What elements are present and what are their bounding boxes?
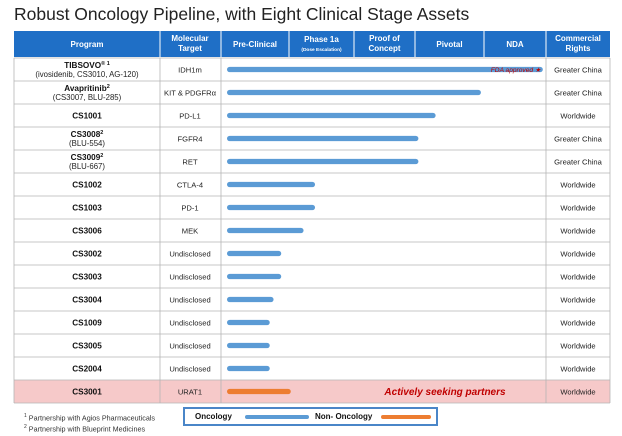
rights-cell: Worldwide (560, 250, 595, 259)
footnote-2-text: Partnership with Blueprint Medicines (28, 424, 146, 434)
program-name: CS1003 (72, 204, 102, 213)
header-stage-sublabel: (Dose Escalation) (301, 47, 342, 53)
program-name: CS3004 (72, 296, 102, 305)
progress-bar (227, 181, 316, 188)
progress-bar (227, 204, 316, 211)
program-superscript: 2 (100, 153, 103, 159)
program-superscript: 2 (100, 130, 103, 136)
rights-cell: Greater China (554, 66, 602, 75)
rights-cell: Worldwide (560, 388, 595, 397)
rights-cell: Worldwide (560, 273, 595, 282)
program-name: CS1002 (72, 181, 102, 190)
legend-non-oncology-swatch (381, 415, 431, 419)
progress-bar (227, 388, 291, 395)
target-cell: FGFR4 (178, 135, 203, 144)
program-superscript: ® 1 (101, 60, 110, 67)
rights-cell: Greater China (554, 135, 602, 144)
header-stage-label: Pre-Clinical (233, 40, 277, 49)
footnote-1: 1 Partnership with Agios Pharmaceuticals (24, 413, 155, 422)
legend-oncology-label: Oncology (195, 412, 232, 421)
program-name: CS3003 (72, 273, 102, 282)
header-rights-line1: Commercial (555, 34, 601, 43)
highlight-row-bg (14, 380, 610, 403)
target-cell: PD-1 (181, 204, 198, 213)
legend: Oncology Non- Oncology (183, 407, 438, 426)
progress-bar (227, 250, 282, 257)
program-name: CS3005 (72, 342, 102, 351)
program-subtitle: (BLU-667) (69, 162, 105, 171)
rights-cell: Greater China (554, 158, 602, 167)
partners-note: Actively seeking partners (383, 387, 506, 398)
target-cell: KIT & PDGFRα (164, 89, 217, 98)
target-cell: Undisclosed (169, 342, 210, 351)
header-band (14, 31, 610, 57)
program-name: Avapritinib2 (64, 84, 110, 93)
rights-cell: Greater China (554, 89, 602, 98)
program-name: CS3002 (72, 250, 102, 259)
program-name: CS1001 (72, 112, 102, 121)
target-cell: Undisclosed (169, 365, 210, 374)
program-subtitle: (ivosidenib, CS3010, AG-120) (35, 70, 139, 79)
target-cell: Undisclosed (169, 273, 210, 282)
program-subtitle: (BLU-554) (69, 139, 105, 148)
header-program: Program (71, 40, 104, 49)
rights-cell: Worldwide (560, 227, 595, 236)
progress-bar (227, 342, 270, 349)
progress-bar (227, 227, 304, 234)
target-cell: Undisclosed (169, 296, 210, 305)
program-subtitle: (CS3007, BLU-285) (53, 93, 122, 102)
footnote-1-number: 1 (24, 413, 27, 419)
header-rights-line2: Rights (566, 44, 591, 53)
target-cell: IDH1m (178, 66, 202, 75)
page-title: Robust Oncology Pipeline, with Eight Cli… (14, 4, 470, 24)
target-cell: MEK (182, 227, 198, 236)
footnote-1-text: Partnership with Agios Pharmaceuticals (28, 413, 156, 423)
progress-bar (227, 66, 543, 73)
progress-bar (227, 273, 282, 280)
target-cell: CTLA-4 (177, 181, 203, 190)
program-name: CS2004 (72, 365, 102, 374)
program-name: CS3001 (72, 388, 102, 397)
progress-bar (227, 112, 436, 119)
program-name: CS30092 (71, 153, 104, 162)
rights-cell: Worldwide (560, 204, 595, 213)
target-cell: RET (182, 158, 198, 167)
progress-bar (227, 296, 274, 303)
rights-cell: Worldwide (560, 365, 595, 374)
rights-cell: Worldwide (560, 342, 595, 351)
legend-non-oncology-label: Non- Oncology (315, 412, 373, 421)
program-name: CS3006 (72, 227, 102, 236)
header-stage-label: Proof of (369, 34, 400, 43)
header-stage-label2: Concept (369, 44, 401, 53)
progress-bar (227, 319, 270, 326)
program-name: TIBSOVO® 1 (64, 60, 110, 70)
program-name: CS1009 (72, 319, 102, 328)
progress-bar (227, 135, 419, 142)
target-cell: Undisclosed (169, 250, 210, 259)
fda-approved-note: FDA approved ★ (491, 67, 542, 74)
header-target-line1: Molecular (171, 34, 208, 43)
program-name: CS30082 (71, 130, 104, 139)
progress-bar (227, 365, 270, 372)
header-stage-label: NDA (506, 40, 524, 49)
rights-cell: Worldwide (560, 112, 595, 121)
progress-bar (227, 158, 419, 165)
target-cell: Undisclosed (169, 319, 210, 328)
target-cell: PD-L1 (179, 112, 201, 121)
header-stage-label: Phase 1a (304, 35, 339, 44)
rights-cell: Worldwide (560, 319, 595, 328)
footnote-2: 2 Partnership with Blueprint Medicines (24, 424, 145, 433)
target-cell: URAT1 (178, 388, 202, 397)
program-superscript: 2 (107, 84, 110, 90)
progress-bar (227, 89, 481, 96)
legend-oncology-swatch (245, 415, 309, 419)
header-target-line2: Target (178, 44, 202, 53)
rights-cell: Worldwide (560, 296, 595, 305)
rights-cell: Worldwide (560, 181, 595, 190)
header-stage-label: Pivotal (436, 40, 462, 49)
footnote-2-number: 2 (24, 424, 27, 430)
